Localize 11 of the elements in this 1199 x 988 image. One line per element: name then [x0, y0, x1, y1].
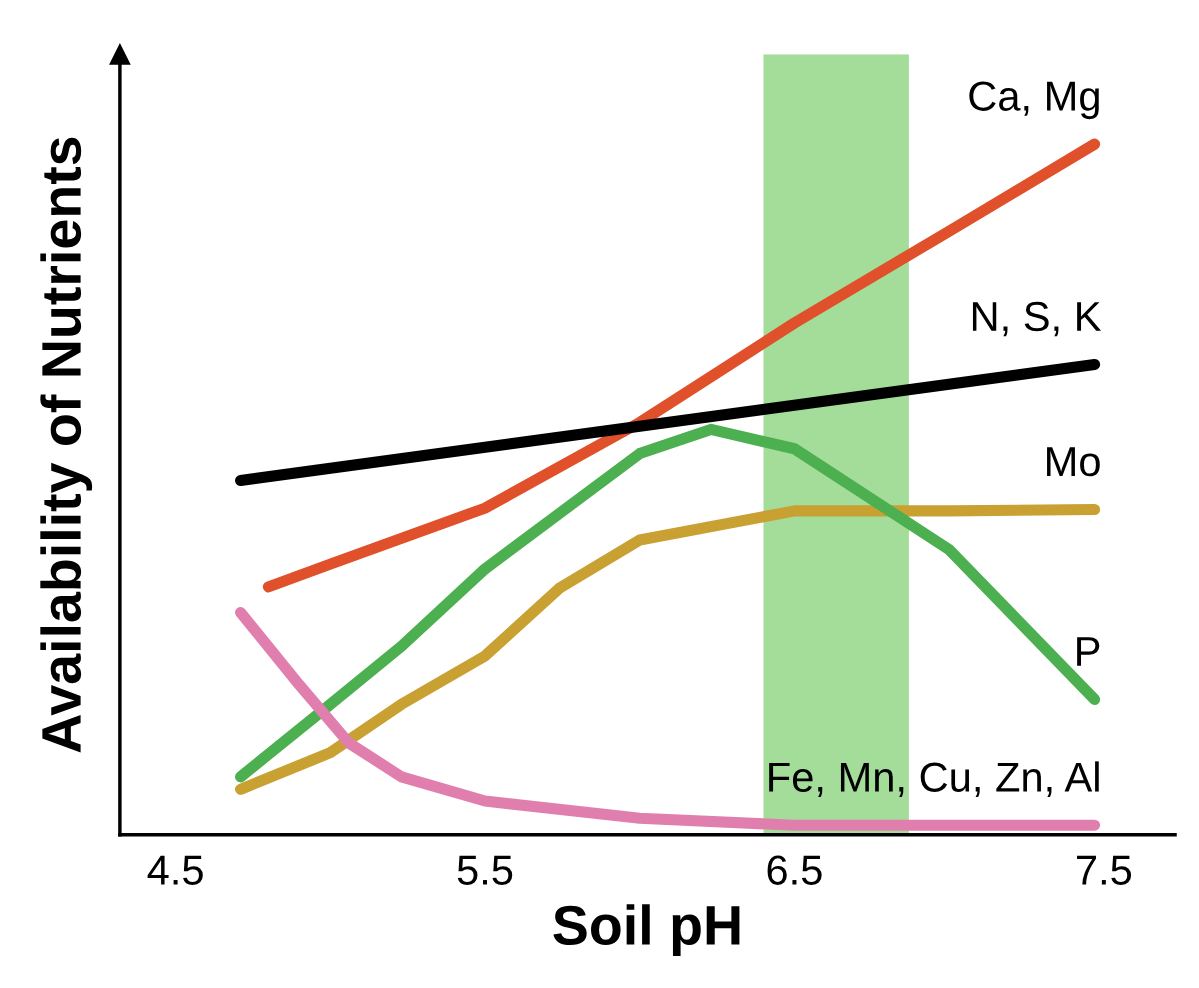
series-label: P [1077, 637, 1100, 666]
y-axis-title: Availability of Nutrients [40, 137, 93, 753]
x-tick-label: 6.5 [767, 855, 822, 885]
x-tick-label: 7.5 [1077, 855, 1132, 885]
x-axis-title: Soil pH [553, 904, 740, 957]
x-tick-label: 4.5 [147, 855, 203, 885]
series-label: Fe, Mn, Cu, Zn, Al [769, 761, 1099, 797]
x-tick-label: 5.5 [457, 855, 513, 885]
series-label: Mo [1047, 447, 1100, 477]
series-label: Ca, Mg [969, 81, 1099, 120]
series-label: N, S, K [972, 301, 1102, 337]
